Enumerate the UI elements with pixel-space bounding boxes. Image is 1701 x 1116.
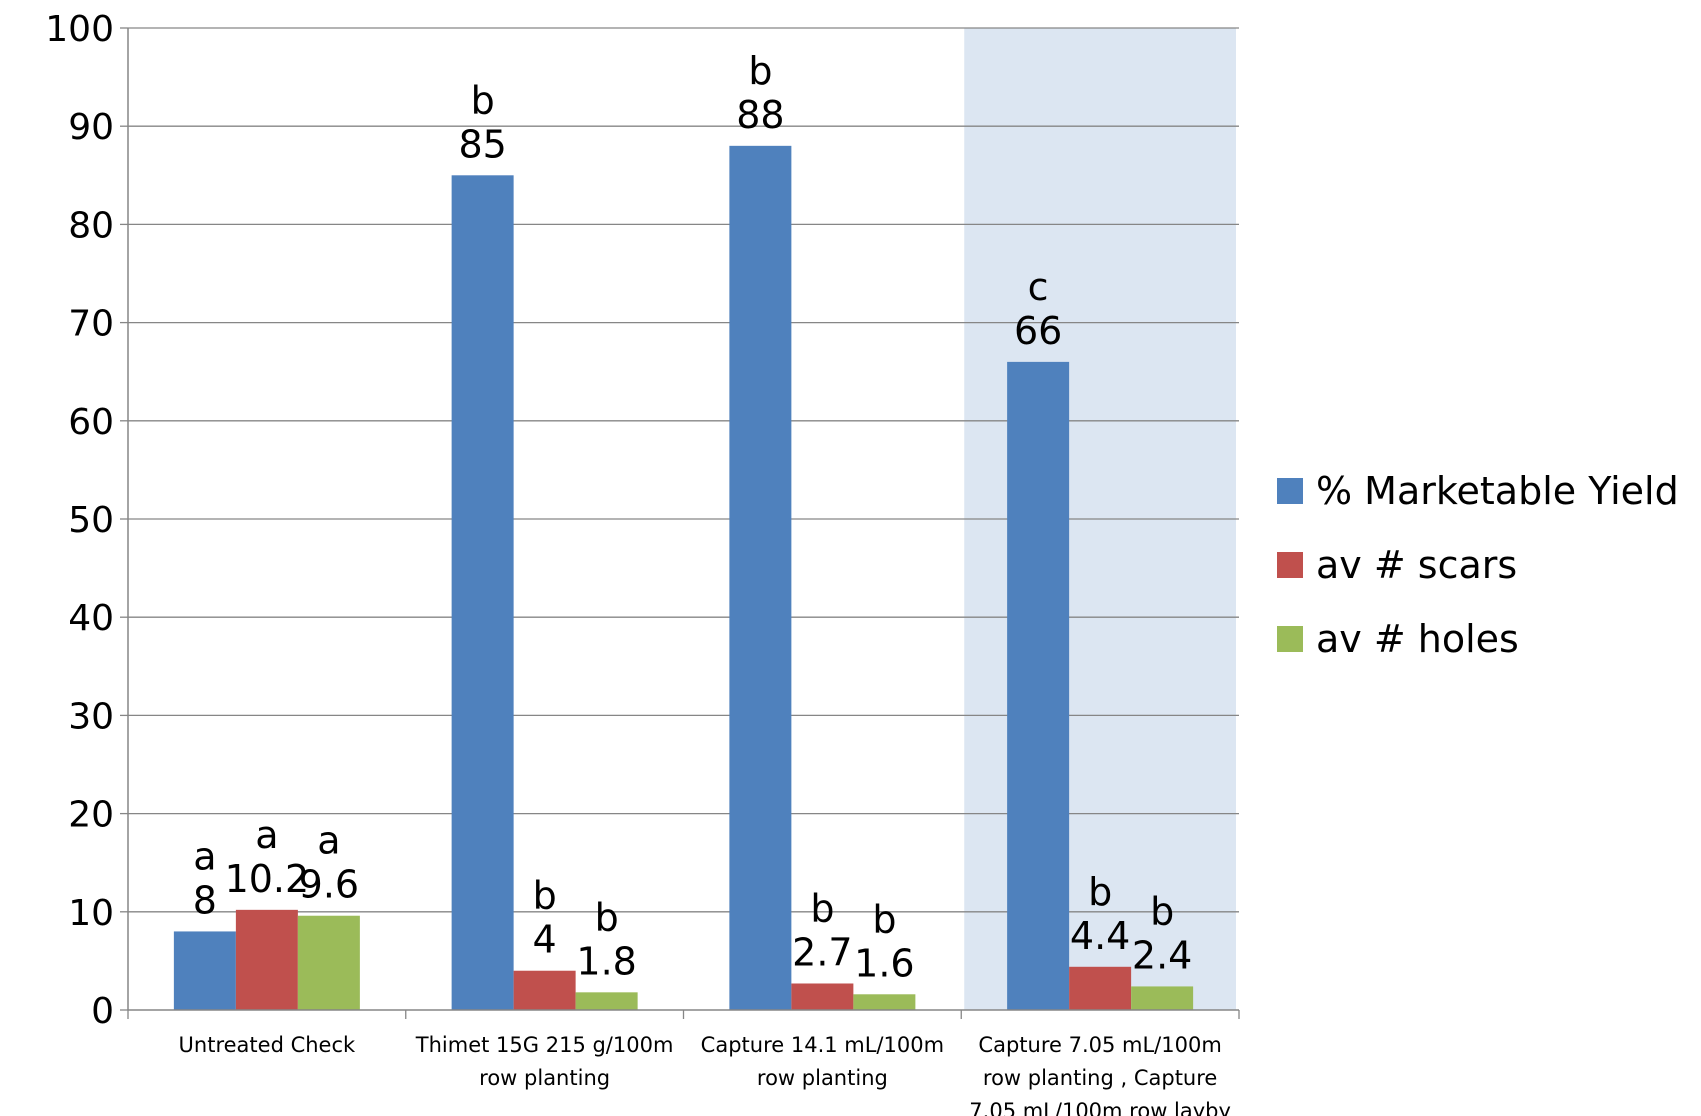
y-tick-label: 100 (45, 9, 114, 50)
data-label-letter: b (1150, 889, 1174, 933)
bar (297, 915, 360, 1010)
legend-label: av # holes (1316, 617, 1519, 661)
category-label: Capture 7.05 mL/100m (978, 1033, 1221, 1057)
bar (791, 983, 854, 1010)
data-label-value: 8 (193, 878, 217, 922)
category-label: Untreated Check (179, 1033, 356, 1057)
y-tick-label: 90 (68, 107, 114, 148)
data-label-letter: b (748, 49, 772, 93)
legend-label: % Marketable Yield (1316, 469, 1679, 513)
data-label-value: 4.4 (1070, 914, 1130, 958)
y-tick-label: 40 (68, 598, 114, 639)
data-label-letter: a (193, 834, 216, 878)
data-label-letter: b (810, 886, 834, 930)
y-tick-label: 60 (68, 402, 114, 443)
data-label-value: 88 (736, 93, 784, 137)
category-label: 7.05 mL/100m row layby (969, 1099, 1231, 1116)
legend-swatch (1277, 626, 1303, 652)
category-label: Capture 14.1 mL/100m (701, 1033, 944, 1057)
bar (1131, 986, 1194, 1010)
bar (451, 175, 514, 1011)
y-tick-label: 30 (68, 696, 114, 737)
category-label: Thimet 15G 215 g/100m (415, 1033, 674, 1057)
category-label: row planting (479, 1066, 610, 1090)
y-tick-label: 50 (68, 500, 114, 541)
category-label: row planting , Capture (983, 1066, 1217, 1090)
data-label-value: 66 (1014, 309, 1062, 353)
data-label-letter: b (595, 895, 619, 939)
data-label-value: 2.4 (1132, 933, 1192, 977)
data-label-value: 1.6 (854, 941, 914, 985)
y-tick-label: 20 (68, 795, 114, 836)
y-tick-label: 0 (91, 991, 114, 1032)
y-axis-tick-labels: 0 10 20 30 40 50 60 70 80 90 100 (45, 9, 114, 1032)
data-label-value: 2.7 (792, 930, 852, 974)
data-label-value: 10.2 (225, 857, 310, 901)
bar (1007, 361, 1070, 1010)
y-tick-label: 10 (68, 893, 114, 934)
data-label-letter: a (317, 819, 340, 863)
legend-swatch (1277, 552, 1303, 578)
y-tick-label: 70 (68, 304, 114, 345)
x-axis-category-labels: Untreated Check Thimet 15G 215 g/100m row … (179, 1033, 1231, 1116)
legend: % Marketable Yield av # scars av # holes (1277, 469, 1679, 661)
legend-swatch (1277, 478, 1303, 504)
bar (235, 909, 298, 1010)
bars (173, 145, 1194, 1011)
bar (1069, 966, 1132, 1010)
data-label-letter: c (1028, 265, 1049, 309)
data-label-value: 85 (458, 122, 506, 166)
data-label-value: 4 (533, 918, 557, 962)
data-label-letter: b (533, 874, 557, 918)
data-label-letter: b (872, 897, 896, 941)
bar (575, 992, 638, 1010)
data-label-value: 9.6 (299, 863, 359, 907)
bar (729, 145, 792, 1011)
category-label: row planting (757, 1066, 888, 1090)
bar (513, 970, 576, 1010)
data-label-letter: b (471, 78, 495, 122)
data-label-letter: b (1088, 870, 1112, 914)
bar (173, 931, 236, 1010)
axes (127, 28, 1240, 1019)
data-label-value: 1.8 (576, 939, 636, 983)
data-label-letter: a (255, 813, 278, 857)
y-tick-label: 80 (68, 205, 114, 246)
legend-label: av # scars (1316, 543, 1517, 587)
bar (853, 994, 916, 1010)
